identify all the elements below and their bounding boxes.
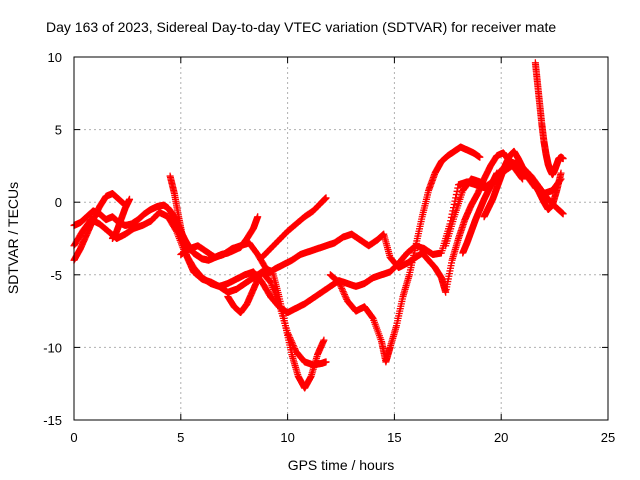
data-point [452,194,460,202]
x-tick-label: 0 [70,430,77,445]
series-track-14 [177,239,270,273]
data-point [493,169,501,177]
x-tick-label: 10 [280,430,294,445]
y-tick-label: 0 [55,195,62,210]
data-point [322,194,330,202]
grid [74,57,608,420]
y-tick-label: -15 [43,413,62,428]
data-point [338,286,346,294]
y-tick-label: -10 [43,340,62,355]
data-point [519,175,527,183]
x-tick-label: 20 [494,430,508,445]
x-tick-label: 5 [177,430,184,445]
data-point [476,153,484,161]
data-point [262,264,270,272]
data-point [338,284,346,292]
data-point [336,281,344,289]
x-tick-label: 25 [601,430,615,445]
y-tick-label: 10 [48,50,62,65]
data-point [453,187,461,195]
data-point [340,289,348,297]
x-tick-label: 15 [387,430,401,445]
chart-title: Day 163 of 2023, Sidereal Day-to-day VTE… [46,19,556,35]
y-tick-label: 5 [55,123,62,138]
series-track-13 [531,59,567,179]
data-point [337,283,345,291]
data-point [322,358,330,366]
y-axis-label: SDTVAR / TECUs [5,182,21,294]
data-point [454,184,462,192]
data-point [262,265,270,273]
data-point [559,155,567,163]
data-point [450,200,458,208]
series-track-4 [108,195,134,242]
data-point [557,169,565,177]
data-marks [70,59,567,392]
data-point [335,278,343,286]
series-track-3 [70,189,129,264]
data-point [320,336,328,344]
series-track-11 [480,147,565,221]
data-point [254,213,262,221]
axis-ticks: 0 5 10 15 20 25 -15 -10 -5 0 5 10 [43,50,615,445]
data-point [336,280,344,288]
data-point [342,294,350,302]
data-point [341,292,349,300]
data-point [559,210,567,218]
data-point [341,291,349,299]
y-tick-label: -5 [50,268,62,283]
data-point [126,195,134,203]
plot-frame [73,56,609,421]
series-track-12 [459,169,501,257]
data-point [291,345,299,353]
x-axis-label: GPS time / hours [288,457,395,473]
data-point [339,287,347,295]
series-track-7 [258,194,330,261]
series-track-9 [326,143,484,366]
